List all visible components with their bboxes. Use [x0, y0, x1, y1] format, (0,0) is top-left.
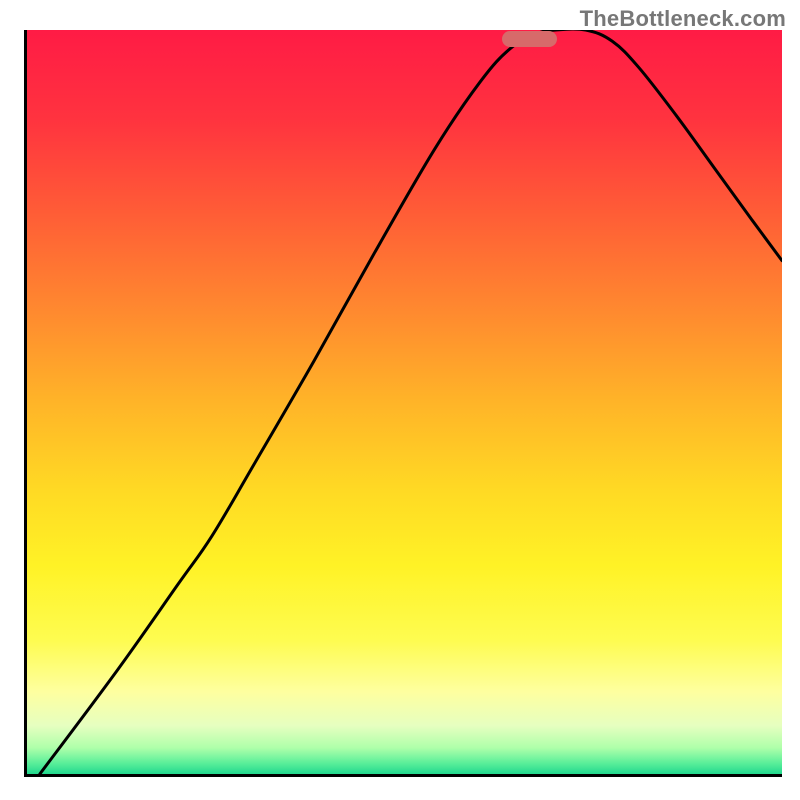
y-axis [24, 30, 27, 777]
watermark-text: TheBottleneck.com [580, 6, 786, 32]
plot-area [27, 30, 782, 774]
curve-layer [27, 30, 782, 774]
x-axis [24, 774, 782, 777]
bottleneck-curve [40, 30, 782, 774]
optimal-marker [502, 31, 557, 47]
